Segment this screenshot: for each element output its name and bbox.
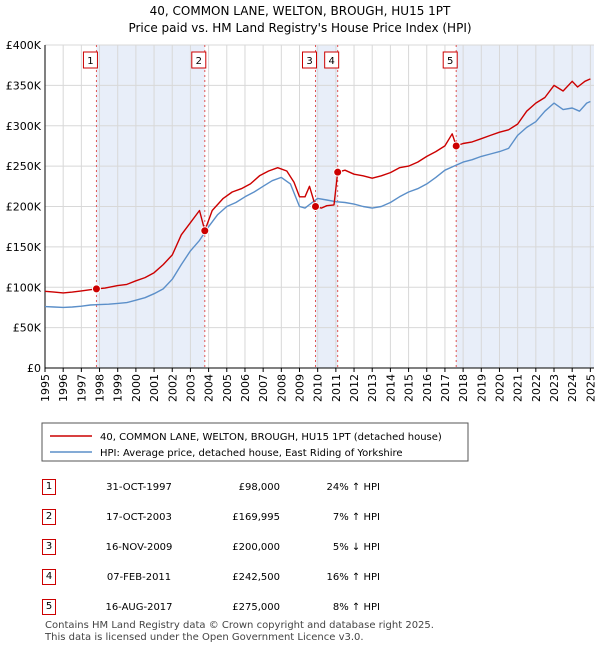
sale-date: 17-OCT-2003 [106, 511, 172, 523]
hpi-line [44, 100, 591, 309]
x-tick-label: 2014 [384, 374, 397, 402]
sale-point [200, 226, 210, 236]
sale-marker-label: 3 [306, 56, 312, 67]
x-tick-label: 2001 [148, 374, 161, 402]
x-tick-label: 2021 [512, 374, 525, 402]
x-tick-label: 1998 [94, 374, 107, 402]
legend-box [41, 422, 469, 462]
x-tick-label: 2025 [584, 374, 597, 402]
sale-marker-label: 5 [447, 56, 453, 67]
sale-price: £242,500 [232, 571, 280, 583]
sale-marker-box [442, 51, 458, 69]
sale-price: £200,000 [232, 541, 280, 553]
sale-price: £98,000 [238, 481, 280, 493]
sale-price: £169,995 [232, 511, 280, 523]
sale-point [333, 167, 343, 177]
sale-marker-box [191, 51, 207, 69]
y-tick-label: £300K [6, 120, 42, 133]
sale-number-badge: 2 [42, 509, 56, 525]
x-tick-label: 2010 [312, 374, 325, 402]
sale-date: 16-AUG-2017 [105, 601, 173, 613]
sale-row-1: 1 31-OCT-1997 £98,000 24% ↑ HPI [42, 472, 380, 502]
sale-marker-label: 2 [196, 56, 202, 67]
sale-marker-box [324, 51, 340, 69]
sales-table: 1 31-OCT-1997 £98,000 24% ↑ HPI 2 17-OCT… [42, 472, 380, 622]
sale-price: £275,000 [232, 601, 280, 613]
sale-point [451, 141, 461, 151]
x-tick-label: 2008 [275, 374, 288, 402]
sale-point [311, 202, 321, 211]
x-tick-label: 2000 [130, 374, 143, 402]
sale-row-5: 5 16-AUG-2017 £275,000 8% ↑ HPI [42, 592, 380, 622]
sale-number-badge: 1 [42, 479, 56, 495]
x-tick-label: 2009 [294, 374, 307, 402]
sale-number-badge: 4 [42, 569, 56, 585]
sale-hpi-diff: 8% ↑ HPI [332, 601, 380, 613]
sale-point [91, 284, 101, 294]
chart-subtitle: Price paid vs. HM Land Registry's House … [128, 21, 471, 35]
sale-row-2: 2 17-OCT-2003 £169,995 7% ↑ HPI [42, 502, 380, 532]
y-tick-label: £0 [27, 362, 41, 375]
legend-label-property: 40, COMMON LANE, WELTON, BROUGH, HU15 1P… [100, 432, 442, 443]
legend-label-hpi: HPI: Average price, detached house, East… [100, 448, 403, 459]
footer-licence: This data is licensed under the Open Gov… [45, 632, 364, 643]
x-tick-label: 2011 [330, 374, 343, 402]
sale-marker-label: 1 [87, 56, 93, 67]
x-tick-label: 2015 [403, 374, 416, 402]
x-tick-label: 1999 [112, 374, 125, 402]
sale-number-badge: 3 [42, 539, 56, 555]
x-tick-label: 2017 [439, 374, 452, 402]
x-tick-label: 2007 [257, 374, 270, 402]
x-tick-label: 2013 [366, 374, 379, 402]
sale-hpi-diff: 16% ↑ HPI [326, 571, 380, 583]
x-tick-label: 2016 [421, 374, 434, 402]
sale-marker-box [82, 51, 98, 69]
x-tick-label: 2023 [548, 374, 561, 402]
property-price-line [44, 78, 591, 294]
sale-hpi-diff: 5% ↓ HPI [332, 541, 380, 553]
x-tick-label: 2005 [221, 374, 234, 402]
plot-area: £0 £50K £100K £150K £200K £250K £300K £350K £400… [6, 39, 598, 402]
sale-marker-box [302, 51, 318, 69]
y-tick-label: £200K [6, 201, 42, 214]
footer-notice: Contains HM Land Registry data © Crown c… [45, 620, 434, 644]
x-tick-label: 2024 [566, 374, 579, 402]
sale-marker-label: 4 [328, 56, 334, 67]
x-tick-label: 2018 [457, 374, 470, 402]
y-tick-label: £150K [6, 241, 42, 254]
x-tick-label: 2006 [239, 374, 252, 402]
x-tick-label: 1995 [39, 374, 52, 402]
sale-row-3: 3 16-NOV-2009 £200,000 5% ↓ HPI [42, 532, 380, 562]
y-tick-label: £350K [6, 79, 42, 92]
sale-hpi-diff: 7% ↑ HPI [332, 511, 380, 523]
sale-number-badge: 5 [42, 599, 56, 615]
footer-copyright: Contains HM Land Registry data © Crown c… [45, 620, 434, 631]
y-tick-label: £100K [6, 281, 42, 294]
sale-row-4: 4 07-FEB-2011 £242,500 16% ↑ HPI [42, 562, 380, 592]
x-tick-label: 2012 [348, 374, 361, 402]
sale-date: 16-NOV-2009 [105, 541, 173, 553]
sale-date: 07-FEB-2011 [106, 571, 172, 583]
legend: 40, COMMON LANE, WELTON, BROUGH, HU15 1P… [41, 422, 469, 462]
y-tick-label: £400K [6, 39, 42, 52]
x-tick-label: 2019 [475, 374, 488, 402]
y-tick-label: £50K [13, 322, 42, 335]
sale-date: 31-OCT-1997 [106, 481, 172, 493]
x-tick-label: 1996 [57, 374, 70, 402]
x-tick-label: 2020 [493, 374, 506, 402]
x-tick-label: 1997 [75, 374, 88, 402]
y-tick-label: £250K [6, 160, 42, 173]
x-tick-label: 2002 [166, 374, 179, 402]
sale-hpi-diff: 24% ↑ HPI [326, 481, 380, 493]
chart-title: 40, COMMON LANE, WELTON, BROUGH, HU15 1P… [150, 4, 451, 18]
price-chart: 40, COMMON LANE, WELTON, BROUGH, HU15 1P… [6, 4, 598, 462]
x-tick-label: 2022 [530, 374, 543, 402]
x-tick-label: 2003 [184, 374, 197, 402]
x-tick-label: 2004 [203, 374, 216, 402]
